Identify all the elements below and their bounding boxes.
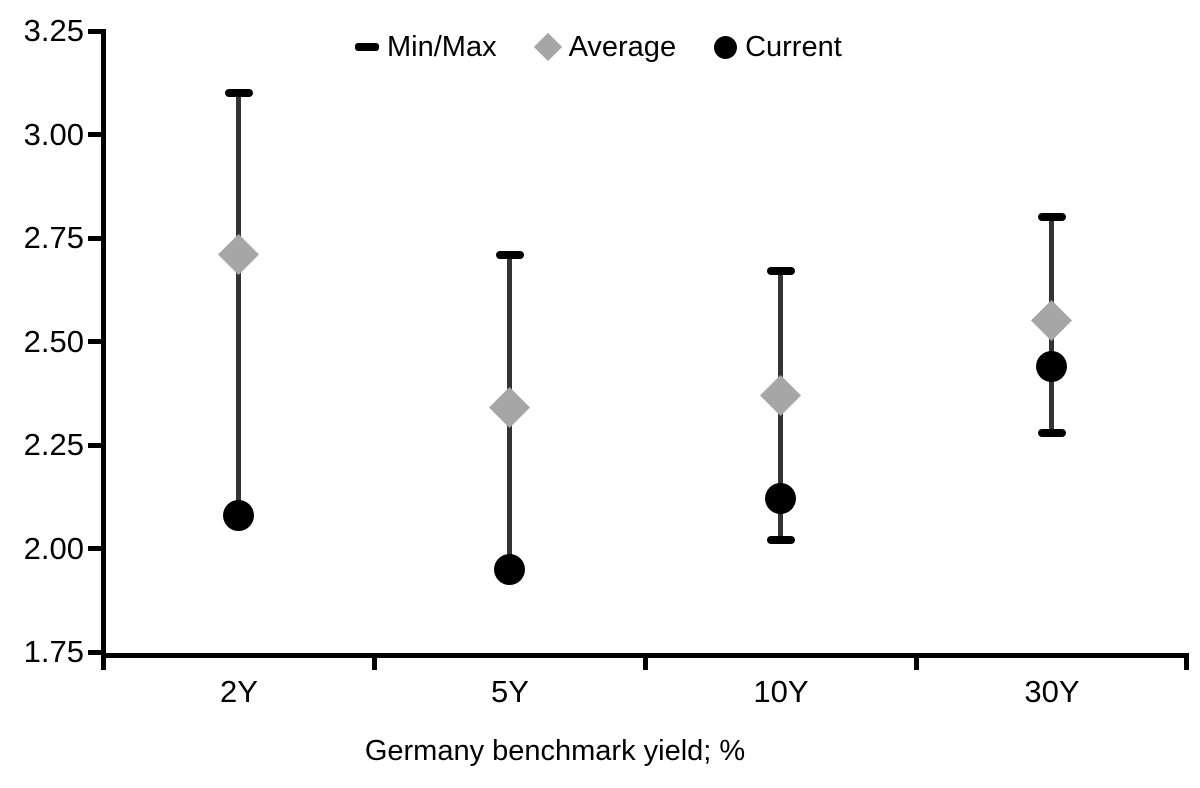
minmax-dash-icon	[355, 43, 379, 51]
x-tick-mark	[372, 656, 377, 670]
y-tick-mark	[88, 29, 103, 34]
y-axis-line	[101, 29, 106, 658]
y-tick-mark	[88, 339, 103, 344]
x-axis-line	[101, 653, 1189, 658]
y-tick-label-3.25: 3.25	[23, 13, 84, 48]
average-diamond-icon	[533, 32, 562, 62]
y-tick-mark	[88, 132, 103, 137]
max-cap-2Y	[224, 89, 253, 98]
average-marker-2Y	[217, 234, 260, 276]
legend-item-minmax: Min/Max	[355, 30, 497, 63]
range-line-2Y	[236, 93, 241, 516]
average-marker-10Y	[759, 374, 802, 416]
legend: Min/Max Average Current	[355, 26, 842, 68]
current-marker-30Y	[1036, 350, 1067, 382]
current-marker-5Y	[494, 553, 525, 585]
x-tick-mark	[101, 656, 106, 670]
min-cap-10Y	[766, 536, 795, 545]
legend-item-current: Current	[714, 30, 842, 63]
max-cap-30Y	[1037, 213, 1066, 222]
legend-label-minmax: Min/Max	[387, 30, 497, 63]
current-circle-icon	[714, 35, 738, 59]
legend-item-average: Average	[533, 30, 677, 63]
x-category-label-5y: 5Y	[491, 674, 529, 709]
x-tick-mark	[914, 656, 919, 670]
y-tick-mark	[88, 443, 103, 448]
current-marker-10Y	[765, 483, 796, 515]
y-tick-label-2.25: 2.25	[23, 427, 84, 462]
legend-label-current: Current	[745, 30, 842, 63]
x-axis-title: Germany benchmark yield; %	[364, 735, 746, 767]
max-cap-10Y	[766, 267, 795, 276]
x-category-label-10y: 10Y	[753, 674, 809, 709]
x-tick-mark	[1184, 656, 1189, 670]
y-tick-mark	[88, 546, 103, 551]
y-tick-label-2.00: 2.00	[23, 531, 84, 566]
current-marker-2Y	[223, 499, 254, 531]
y-tick-label-2.75: 2.75	[23, 220, 84, 255]
min-cap-30Y	[1037, 428, 1066, 437]
y-tick-mark	[88, 650, 103, 655]
y-tick-label-1.75: 1.75	[23, 634, 84, 669]
max-cap-5Y	[495, 250, 524, 259]
average-marker-5Y	[488, 387, 531, 429]
y-tick-label-3.00: 3.00	[23, 117, 84, 152]
average-marker-30Y	[1030, 300, 1073, 342]
legend-label-average: Average	[568, 30, 677, 63]
y-tick-mark	[88, 236, 103, 241]
x-category-label-2y: 2Y	[220, 674, 258, 709]
y-tick-label-2.50: 2.50	[23, 324, 84, 359]
x-tick-mark	[643, 656, 648, 670]
x-category-label-30y: 30Y	[1024, 674, 1080, 709]
